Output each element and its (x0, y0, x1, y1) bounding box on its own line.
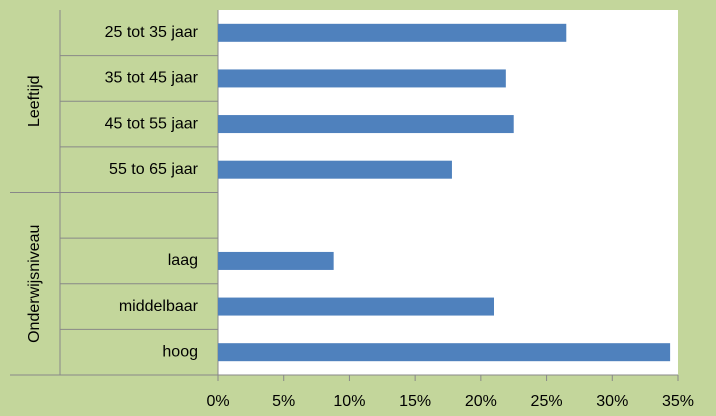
group-label: Leeftijd (26, 75, 43, 127)
y-tick-label: laag (168, 252, 198, 269)
bar (218, 343, 671, 362)
y-tick-label: hoog (162, 343, 198, 360)
bar (218, 251, 334, 270)
bar (218, 69, 506, 88)
x-tick-label: 0% (206, 393, 229, 410)
plot-area (218, 10, 678, 375)
bar (218, 23, 567, 42)
x-tick-label: 20% (465, 393, 497, 410)
bar (218, 297, 494, 316)
x-tick-label: 5% (272, 393, 295, 410)
y-tick-label: 35 tot 45 jaar (105, 70, 199, 87)
x-tick-label: 25% (531, 393, 563, 410)
x-tick-label: 35% (662, 393, 694, 410)
y-tick-label: 45 tot 55 jaar (105, 115, 199, 132)
group-label: Onderwijsniveau (26, 225, 43, 343)
y-tick-label: 55 to 65 jaar (109, 161, 199, 178)
x-tick-label: 30% (596, 393, 628, 410)
bar (218, 160, 452, 179)
x-tick-label: 10% (333, 393, 365, 410)
x-tick-label: 15% (399, 393, 431, 410)
bar (218, 115, 514, 134)
y-tick-label: middelbaar (119, 298, 199, 315)
y-tick-label: 25 tot 35 jaar (105, 24, 199, 41)
